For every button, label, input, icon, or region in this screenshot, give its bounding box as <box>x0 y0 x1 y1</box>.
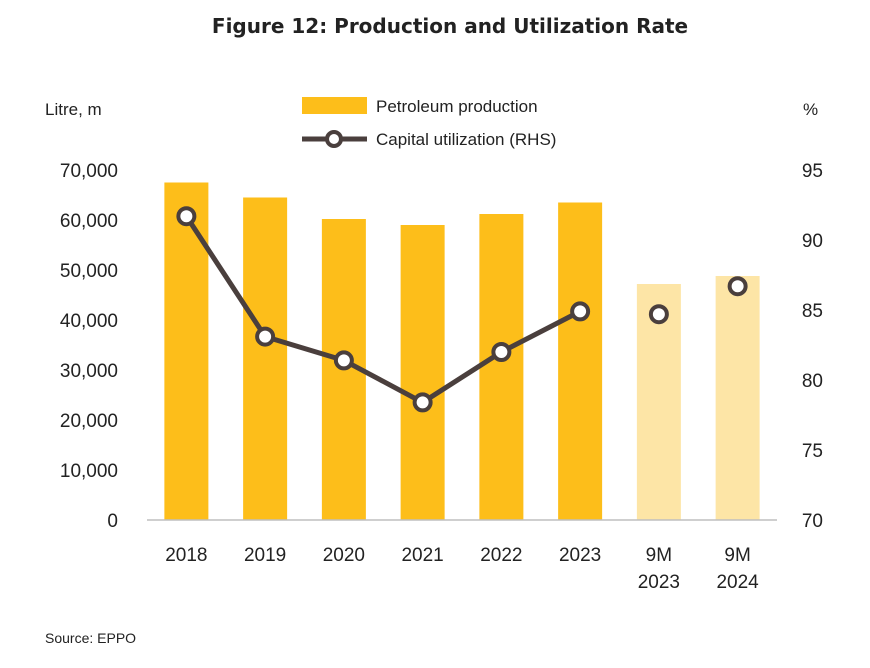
left-tick-label: 60,000 <box>60 211 118 232</box>
legend-bar-swatch <box>302 97 367 114</box>
utilization-point <box>255 326 276 347</box>
utilization-point <box>570 301 591 322</box>
utilization-point <box>412 392 433 413</box>
x-tick-label: 9M 2024 <box>716 545 759 593</box>
left-tick-label: 40,000 <box>60 311 118 332</box>
line-series <box>176 206 748 413</box>
right-tick-label: 70 <box>802 511 823 532</box>
left-axis-unit: Litre, m <box>45 100 102 119</box>
utilization-point <box>648 304 669 325</box>
x-tick-label: 2018 <box>165 545 207 566</box>
bar <box>164 182 209 520</box>
x-axis-ticks: 2018 2019 2020 2021 2022 2023 9M 2023 9M 2024 <box>165 545 759 593</box>
bar <box>715 276 760 520</box>
left-tick-label: 50,000 <box>60 261 118 282</box>
legend-bar-label: Petroleum production <box>376 97 538 116</box>
right-tick-label: 85 <box>802 301 823 322</box>
chart-title: Figure 12: Production and Utilization Ra… <box>212 14 688 38</box>
right-axis-ticks: 70 75 80 85 90 95 <box>802 161 823 532</box>
left-tick-label: 0 <box>107 511 118 532</box>
x-tick-label: 2023 <box>559 545 601 566</box>
utilization-point <box>491 342 512 362</box>
bar <box>558 202 603 520</box>
utilization-line <box>184 214 582 405</box>
x-tick-label: 2021 <box>401 545 443 566</box>
right-axis-unit: % <box>803 100 818 119</box>
right-tick-label: 75 <box>802 441 823 462</box>
source-note: Source: EPPO <box>45 630 136 646</box>
right-tick-label: 80 <box>802 371 823 392</box>
x-tick-label: 2019 <box>244 545 286 566</box>
utilization-point <box>333 350 354 371</box>
left-axis-ticks: 0 10,000 20,000 30,000 40,000 50,000 60,000 70,… <box>60 161 118 532</box>
left-tick-label: 20,000 <box>60 411 118 432</box>
bar-series <box>164 182 760 520</box>
bar <box>479 214 524 520</box>
right-tick-label: 95 <box>802 161 823 182</box>
legend: Petroleum production Capital utilization… <box>302 97 556 149</box>
legend-line-label: Capital utilization (RHS) <box>376 130 556 149</box>
utilization-point <box>176 206 197 227</box>
bar <box>400 225 445 520</box>
x-tick-label: 2020 <box>323 545 365 566</box>
x-tick-label: 9M 2023 <box>638 545 680 593</box>
left-tick-label: 10,000 <box>60 461 118 482</box>
x-tick-label: 2022 <box>480 545 522 566</box>
left-tick-label: 70,000 <box>60 161 118 182</box>
legend-line-marker <box>325 130 343 148</box>
right-tick-label: 90 <box>802 231 823 252</box>
bar <box>243 197 288 520</box>
utilization-point <box>727 276 748 297</box>
left-tick-label: 30,000 <box>60 361 118 382</box>
